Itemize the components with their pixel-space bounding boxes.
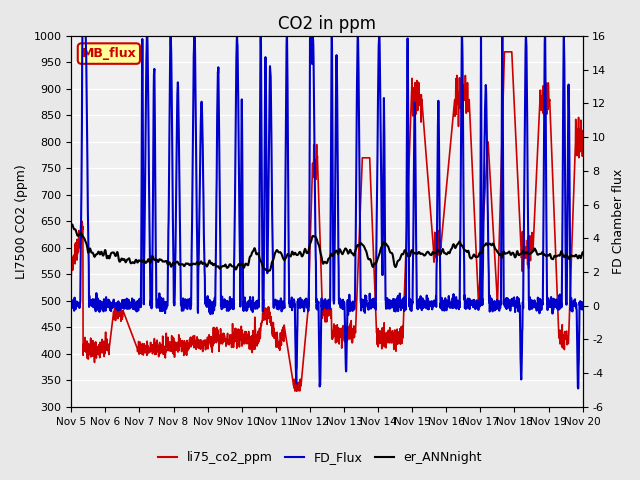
Legend: li75_co2_ppm, FD_Flux, er_ANNnight: li75_co2_ppm, FD_Flux, er_ANNnight — [153, 446, 487, 469]
Text: MB_flux: MB_flux — [81, 47, 136, 60]
Y-axis label: LI7500 CO2 (ppm): LI7500 CO2 (ppm) — [15, 164, 28, 279]
Y-axis label: FD Chamber flux: FD Chamber flux — [612, 169, 625, 274]
Title: CO2 in ppm: CO2 in ppm — [278, 15, 376, 33]
